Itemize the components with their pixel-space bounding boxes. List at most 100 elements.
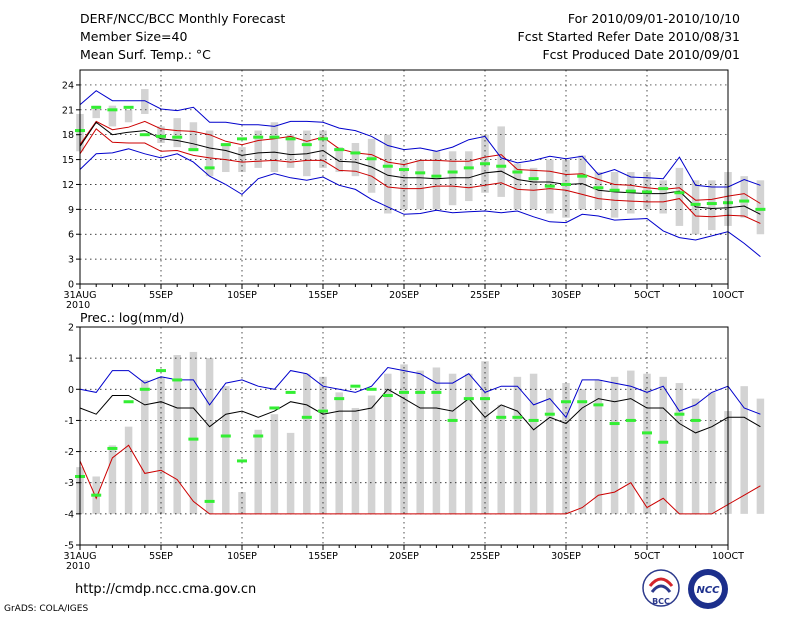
temp-obs-1 xyxy=(91,105,102,109)
prec-ylabel-3: -2 xyxy=(65,447,74,458)
temperature-panel: 0 3 6 9 12 15 18 21 24 31AUG 5SEP 10SEP 15SEP 20SEP 25… xyxy=(62,69,766,311)
prec-bar-14 xyxy=(303,373,311,514)
fcst-started-date: Fcst Started Refer Date 2010/08/31 xyxy=(517,29,741,44)
prec-bar-39 xyxy=(708,392,716,514)
temp-xlabel-1: 5SEP xyxy=(149,290,173,301)
temp-obs-20 xyxy=(399,168,409,172)
prec-bar-23 xyxy=(448,373,457,514)
prec-obs-6 xyxy=(172,378,183,382)
prec-obs-7 xyxy=(188,437,199,441)
temp-obs-8 xyxy=(204,166,215,170)
temp-bar-16 xyxy=(335,147,343,173)
temp-obs-28 xyxy=(528,177,539,181)
temp-obs-23 xyxy=(447,170,458,174)
prec-obs-16 xyxy=(334,397,345,401)
prec-obs-32 xyxy=(593,403,604,407)
prec-obs-35 xyxy=(642,431,652,435)
temp-xlabel-0: 31AUG xyxy=(64,290,97,301)
temp-obs-39 xyxy=(706,202,717,206)
prec-obs-36 xyxy=(658,440,669,444)
temp-obs-6 xyxy=(172,135,183,139)
temp-obs-19 xyxy=(382,164,393,168)
temp-line-lower xyxy=(79,128,761,224)
temp-bar-3 xyxy=(124,109,133,123)
prec-obs-8 xyxy=(204,499,215,503)
prec-bar-24 xyxy=(465,373,473,514)
prec-xlabel-6: 30SEP xyxy=(551,551,581,562)
temp-obs-22 xyxy=(431,174,442,178)
temp-bar-22 xyxy=(432,151,441,210)
prec-obs-5 xyxy=(156,369,166,373)
website-url[interactable]: http://cmdp.ncc.cma.gov.cn xyxy=(75,582,257,597)
temp-xlabel-2: 10SEP xyxy=(227,290,257,301)
prec-obs-19 xyxy=(382,394,393,398)
prec-obs-25 xyxy=(480,397,490,401)
prec-xlabel-5: 25SEP xyxy=(470,551,500,562)
temp-bar-20 xyxy=(400,159,408,210)
temp-obs-36 xyxy=(658,187,669,191)
prec-bar-38 xyxy=(691,398,700,514)
prec-xlabel-0: 31AUG xyxy=(64,551,97,562)
prec-ylabel-5: 0 xyxy=(68,385,74,396)
prec-line-max xyxy=(79,366,761,419)
prec-obs-29 xyxy=(544,412,555,416)
temp-bar-36 xyxy=(659,180,667,214)
temp-obs-27 xyxy=(512,170,523,174)
prec-line-mean xyxy=(79,388,761,434)
temp-line-min xyxy=(79,90,761,188)
temp-xlabel-4: 20SEP xyxy=(389,290,419,301)
temp-obs-11 xyxy=(253,135,264,139)
ncc-logo-text: NCC xyxy=(696,585,720,596)
temp-xlabel-5: 25SEP xyxy=(470,290,500,301)
prec-ylabel-7: 2 xyxy=(68,323,74,334)
temp-obs-37 xyxy=(674,191,685,195)
temp-bar-41 xyxy=(740,176,748,218)
temp-obs-35 xyxy=(642,190,652,194)
prec-ylabel-2: -3 xyxy=(65,478,74,489)
prec-bar-8 xyxy=(205,358,214,514)
prec-obs-22 xyxy=(431,390,442,394)
prec-bar-16 xyxy=(335,392,343,514)
prec-bar-28 xyxy=(529,373,538,514)
temp-obs-32 xyxy=(593,186,604,190)
temp-ylabel-1: 3 xyxy=(68,255,74,266)
temp-obs-42 xyxy=(755,207,766,211)
prec-bar-7 xyxy=(189,351,198,514)
prec-obs-31 xyxy=(577,400,588,404)
temp-bar-24 xyxy=(465,151,473,202)
prec-obs-20 xyxy=(399,390,409,394)
prec-xlabel-8: 10OCT xyxy=(712,551,744,562)
temp-bar-33 xyxy=(610,172,619,218)
temp-year-label: 2010 xyxy=(66,300,90,311)
temp-obs-14 xyxy=(301,143,312,147)
prec-obs-24 xyxy=(463,397,474,401)
prec-bar-22 xyxy=(432,367,441,514)
bcc-logo-arc-red xyxy=(648,577,674,587)
prec-bar-2 xyxy=(108,445,117,514)
prec-xlabel-2: 10SEP xyxy=(227,551,257,562)
prec-obs-13 xyxy=(285,390,296,394)
temp-bar-8 xyxy=(205,130,214,177)
prec-obs-10 xyxy=(237,459,247,463)
prec-obs-30 xyxy=(561,400,571,404)
prec-bar-35 xyxy=(643,373,651,514)
prec-bar-17 xyxy=(351,407,360,514)
temp-bar-18 xyxy=(367,138,376,193)
temp-obs-41 xyxy=(739,199,750,203)
temp-bar-26 xyxy=(497,126,505,197)
prec-bar-18 xyxy=(367,395,376,514)
bcc-logo-ring xyxy=(642,569,680,607)
prec-obs-28 xyxy=(528,418,539,422)
prec-bar-32 xyxy=(594,379,603,514)
temp-obs-7 xyxy=(188,148,199,152)
prec-obs-26 xyxy=(496,415,507,419)
temp-bar-31 xyxy=(578,155,586,210)
prec-obs-18 xyxy=(366,387,377,391)
prec-bar-36 xyxy=(659,376,667,514)
prec-bar-13 xyxy=(286,432,295,514)
temp-ylabel-7: 21 xyxy=(62,105,74,116)
prec-line-lower xyxy=(79,444,761,515)
temp-xlabel-7: 5OCT xyxy=(634,290,660,301)
prec-ylabel-0: -5 xyxy=(65,541,74,552)
